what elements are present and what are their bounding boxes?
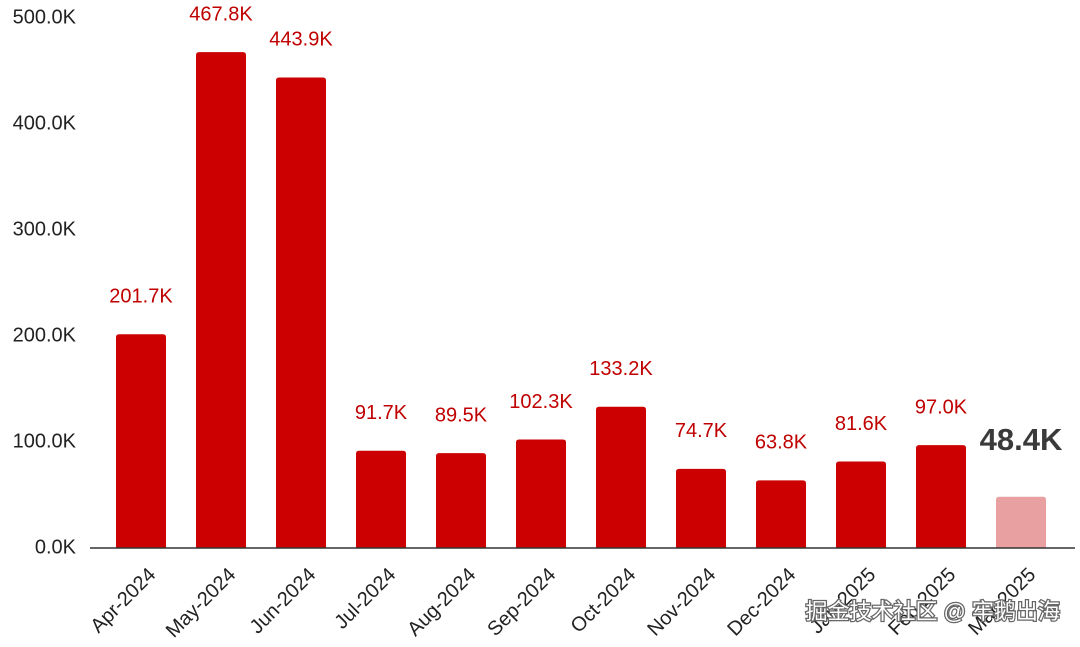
- x-tick-label: Sep-2024: [483, 564, 560, 641]
- x-tick-label: Apr-2024: [87, 564, 161, 638]
- x-tick-label: Dec-2024: [723, 564, 800, 641]
- value-label: 89.5K: [435, 404, 488, 426]
- bar: [276, 77, 326, 548]
- value-label: 48.4K: [980, 422, 1063, 457]
- y-tick-label: 100.0K: [13, 430, 77, 452]
- bar: [436, 453, 486, 548]
- y-tick-label: 200.0K: [13, 324, 77, 346]
- value-label: 102.3K: [509, 391, 573, 413]
- bar: [356, 450, 406, 548]
- bar: [996, 496, 1046, 548]
- value-label: 74.7K: [675, 420, 728, 442]
- value-label: 201.7K: [109, 285, 173, 307]
- x-tick-label: Aug-2024: [403, 564, 480, 641]
- bar: [516, 439, 566, 548]
- x-tick-label: Jun-2024: [246, 564, 321, 639]
- value-label: 91.7K: [355, 402, 408, 424]
- bar: [196, 52, 246, 549]
- value-label: 443.9K: [269, 29, 333, 51]
- y-tick-label: 300.0K: [13, 218, 77, 240]
- y-tick-label: 0.0K: [35, 536, 77, 558]
- bar: [916, 445, 966, 548]
- x-tick-label: Nov-2024: [643, 564, 720, 641]
- value-label: 97.0K: [915, 396, 968, 418]
- x-tick-label: Oct-2024: [567, 564, 641, 638]
- value-label: 63.8K: [755, 432, 808, 454]
- x-tick-label: Jul-2024: [330, 564, 400, 634]
- y-tick-label: 500.0K: [13, 6, 77, 28]
- watermark: 掘金技术社区 @ 牢鹅出海: [805, 599, 1060, 624]
- x-tick-label: May-2024: [162, 564, 240, 642]
- bar: [756, 480, 806, 548]
- value-label: 133.2K: [589, 358, 653, 380]
- bar: [676, 468, 726, 548]
- y-tick-label: 400.0K: [13, 112, 77, 134]
- value-label: 467.8K: [189, 3, 253, 25]
- bar: [116, 334, 166, 548]
- bar: [596, 406, 646, 548]
- bar: [836, 461, 886, 548]
- value-label: 81.6K: [835, 413, 888, 435]
